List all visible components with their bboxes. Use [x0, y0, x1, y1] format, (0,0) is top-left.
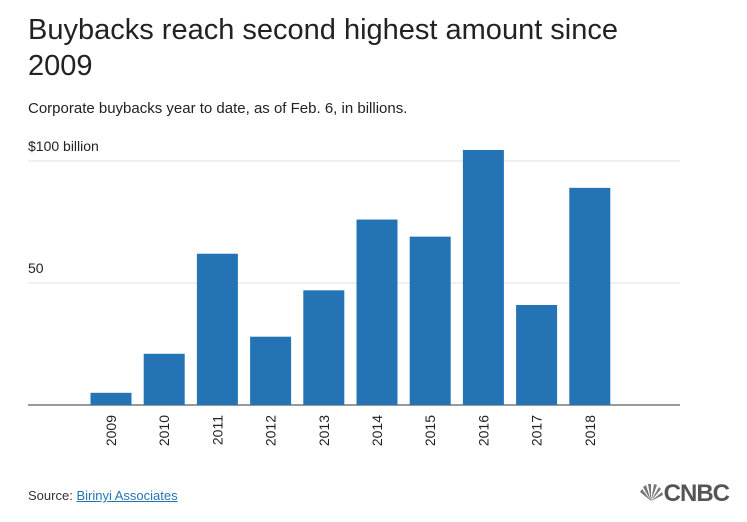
x-tick-label: 2014	[369, 415, 385, 446]
chart-title: Buybacks reach second highest amount sin…	[28, 14, 619, 82]
bar	[90, 392, 132, 405]
bar	[303, 290, 345, 405]
source-label: Source:	[28, 488, 73, 503]
x-tick-label: 2016	[475, 415, 491, 446]
x-tick-label: 2009	[103, 415, 119, 446]
bar	[409, 236, 451, 405]
x-tick-label: 2015	[422, 415, 438, 446]
bar	[516, 304, 558, 405]
x-tick-label: 2018	[582, 415, 598, 446]
source-link[interactable]: Birinyi Associates	[76, 488, 178, 503]
y-tick-label: 50	[28, 260, 44, 276]
bar	[462, 150, 504, 405]
logo-text: CNBC	[663, 480, 730, 507]
chart: 50 $100 billion 2009 2010 2011 2012 2013 2014 20…	[28, 138, 680, 446]
peacock-icon	[639, 484, 663, 501]
x-tick-label: 2012	[263, 415, 279, 446]
x-tick-label: 2010	[156, 415, 172, 446]
bar	[569, 187, 611, 405]
bar	[143, 353, 185, 405]
x-tick-label: 2013	[316, 415, 332, 446]
x-tick-label: 2017	[529, 415, 545, 446]
y-tick-label: $100 billion	[28, 138, 99, 154]
bar	[356, 219, 398, 405]
source: Source: Birinyi Associates	[28, 488, 178, 503]
x-tick-label: 2011	[209, 415, 225, 445]
chart-subtitle: Corporate buybacks year to date, as of F…	[28, 100, 408, 117]
logo: CNBC	[638, 480, 730, 508]
bar	[250, 336, 292, 405]
bar	[196, 253, 238, 405]
